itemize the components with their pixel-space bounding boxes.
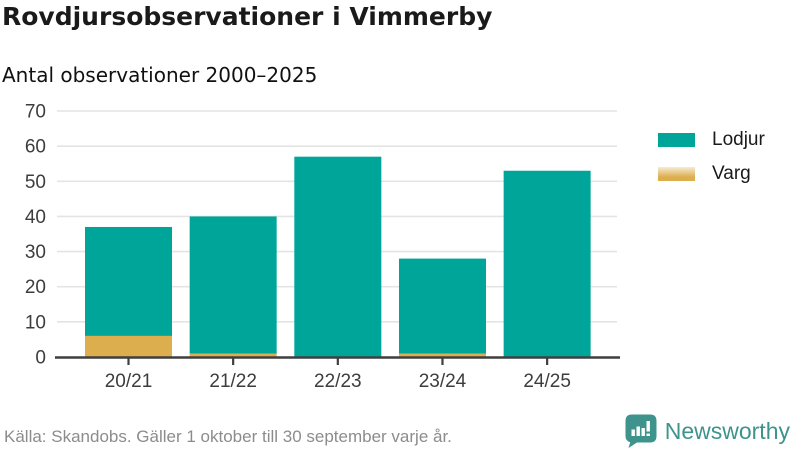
y-tick-label: 20 <box>25 277 46 298</box>
x-tick-label: 24/25 <box>523 371 571 392</box>
bar-segment-varg <box>189 353 277 357</box>
x-tick-label: 23/24 <box>419 371 467 392</box>
y-tick-label: 50 <box>25 172 46 193</box>
x-tick-label: 20/21 <box>105 371 153 392</box>
chart-legend: Lodjur Varg <box>658 129 765 185</box>
newsworthy-logo-icon <box>625 414 657 448</box>
legend-swatch-lodjur <box>658 133 695 147</box>
y-tick-label: 30 <box>25 242 46 263</box>
bar-segment-lodjur <box>398 258 486 354</box>
bar-segment-lodjur <box>294 156 382 357</box>
speech-bubble-shape <box>625 414 657 448</box>
legend-item-lodjur: Lodjur <box>658 129 765 151</box>
y-tick-label: 40 <box>25 207 46 228</box>
bar-chart: 0 10 20 30 40 50 60 70 20/21 21/22 22/23 23/24 24/25 <box>25 102 620 392</box>
y-tick-label: 10 <box>25 312 46 333</box>
bar-segment-varg <box>398 353 486 357</box>
bar-segment-varg <box>85 335 172 357</box>
newsworthy-wordmark: Newsworthy <box>664 417 790 444</box>
y-tick-label: 60 <box>25 137 46 158</box>
legend-swatch-varg <box>658 167 695 181</box>
source-note: Källa: Skandobs. Gäller 1 oktober till 3… <box>4 427 452 446</box>
y-tick-label: 0 <box>35 348 46 369</box>
chart-subtitle: Antal observationer 2000–2025 <box>2 63 318 87</box>
logo-bars-glyph <box>631 421 650 436</box>
x-tick-label: 22/23 <box>314 371 362 392</box>
newsworthy-logo[interactable]: Newsworthy <box>625 414 790 448</box>
legend-item-varg: Varg <box>658 163 765 185</box>
bar-segment-lodjur <box>85 226 172 336</box>
chart-title: Rovdjursobservationer i Vimmerby <box>2 2 493 31</box>
bar-segment-lodjur <box>503 170 591 357</box>
legend-label-lodjur: Lodjur <box>712 129 765 150</box>
y-tick-label: 70 <box>25 102 46 123</box>
bar-segment-lodjur <box>189 216 277 354</box>
legend-label-varg: Varg <box>712 163 751 184</box>
x-tick-label: 21/22 <box>209 371 257 392</box>
